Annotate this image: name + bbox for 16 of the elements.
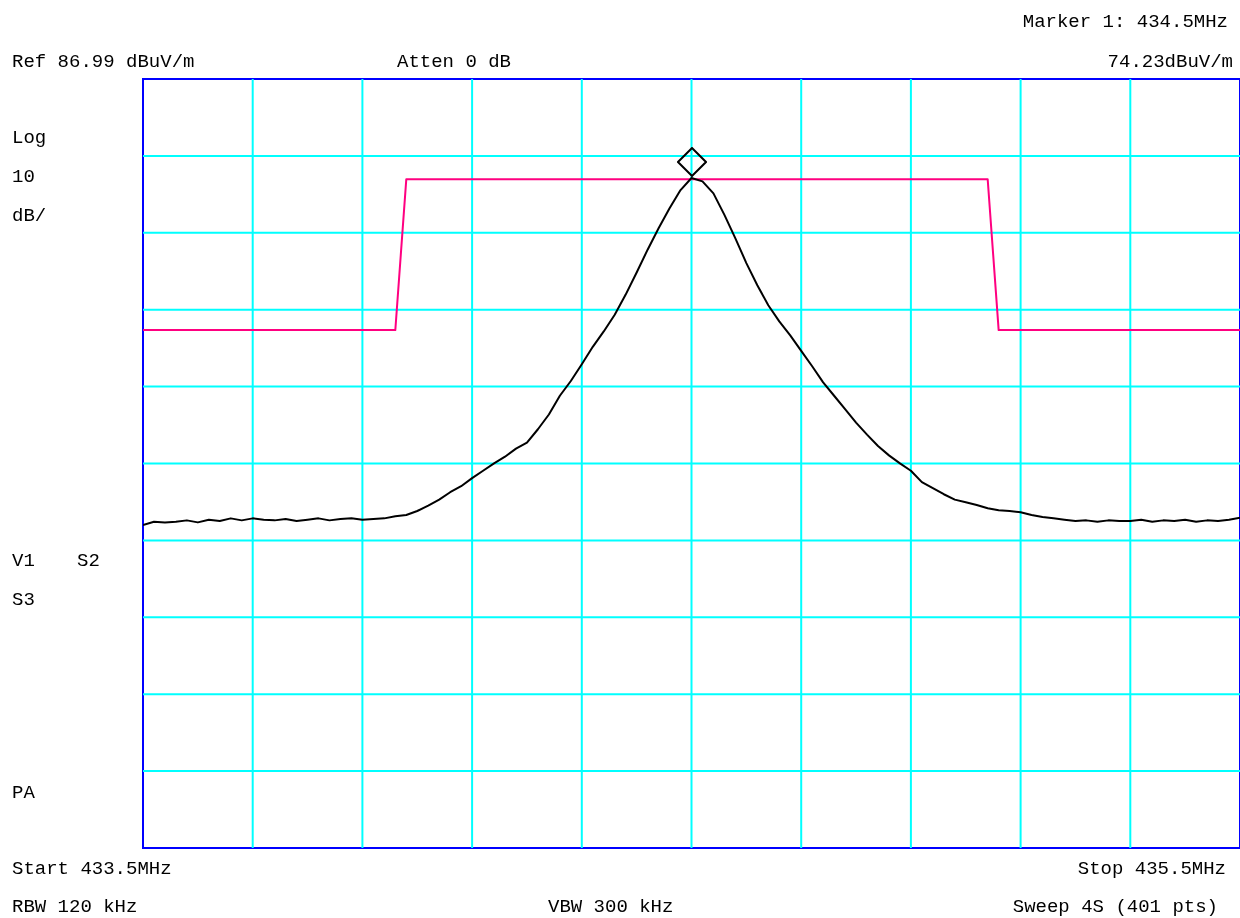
text: S2	[77, 550, 100, 572]
text: RBW 120 kHz	[12, 896, 138, 918]
text: PA	[12, 782, 35, 804]
text: 10	[12, 166, 35, 188]
text: S3	[12, 589, 35, 611]
text: Stop 435.5MHz	[1077, 858, 1226, 880]
text: Ref 86.99 dBuV/m	[12, 51, 195, 73]
text: Log	[12, 127, 47, 149]
text: Atten 0 dB	[397, 51, 512, 73]
text: dB/	[12, 205, 47, 227]
text: V1	[12, 550, 35, 572]
text: Marker 1: 434.5MHz	[1022, 11, 1228, 33]
text: VBW 300 kHz	[548, 896, 674, 918]
text: Start 433.5MHz	[12, 858, 172, 880]
text: 74.23dBuV/m	[1107, 51, 1233, 73]
text: Sweep 4S (401 pts)	[1012, 896, 1218, 918]
